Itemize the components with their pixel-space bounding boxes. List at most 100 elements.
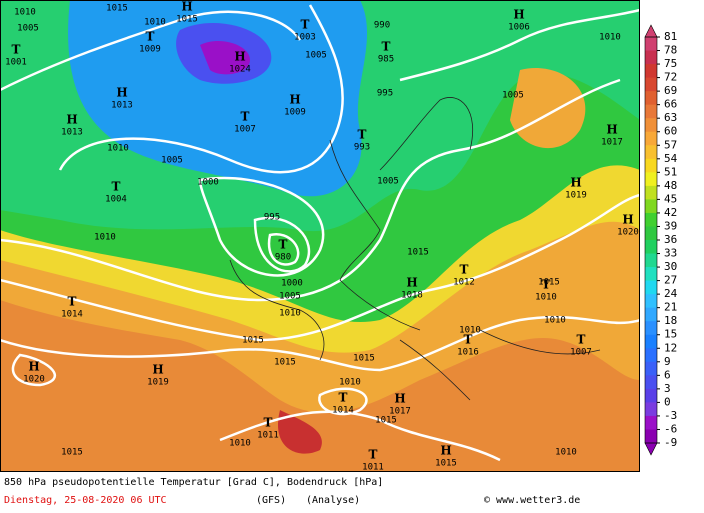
isobar-label: 1005 [161, 156, 183, 166]
colorbar-tick-label: 81 [664, 30, 677, 43]
center-type: H [181, 0, 192, 14]
center-type: H [606, 123, 617, 137]
center-type: T [241, 110, 250, 124]
colorbar-tick-label: 36 [664, 233, 677, 246]
center-pressure: 1015 [176, 15, 198, 25]
center-pressure: 1013 [61, 128, 83, 138]
colorbar-tick-label: 21 [664, 301, 677, 314]
colorbar-arrow-top [644, 24, 658, 38]
center-type: H [622, 213, 633, 227]
isobar-label: 1000 [197, 178, 219, 188]
isobar-label: 995 [264, 213, 280, 223]
isobar-label: 1015 [538, 278, 560, 288]
isobar-label: 1005 [17, 24, 39, 34]
colorbar-band [645, 212, 657, 227]
center-type: T [369, 448, 378, 462]
center-pressure: 1009 [284, 108, 306, 118]
isobar-label: 1010 [144, 18, 166, 28]
center-type: T [279, 238, 288, 252]
colorbar-band [645, 199, 657, 214]
center-pressure: 1019 [147, 378, 169, 388]
isobar-label: 990 [374, 21, 390, 31]
colorbar-tick-label: 75 [664, 57, 677, 70]
center-pressure: 993 [354, 143, 370, 153]
colorbar-band [645, 118, 657, 133]
coastlines [229, 97, 601, 401]
colorbar-tick-label: 54 [664, 152, 678, 165]
colorbar-tick-label: 45 [664, 192, 677, 205]
center-type: T [464, 333, 473, 347]
isobar-label: 1010 [107, 144, 129, 154]
isobar-label: 1010 [14, 8, 36, 18]
date: Dienstag, 25-08-2020 06 UTC [4, 495, 167, 506]
center-pressure: 1024 [229, 65, 251, 75]
colorbar-tick-label: -6 [664, 422, 677, 435]
center-type: H [66, 113, 77, 127]
isobar-label: 1000 [281, 279, 303, 289]
colorbar-band [645, 253, 657, 268]
center-type: T [339, 391, 348, 405]
center-pressure: 1017 [601, 138, 623, 148]
run: (Analyse) [306, 495, 360, 506]
center-type: T [68, 295, 77, 309]
colorbar-band [645, 50, 657, 65]
map-frame [0, 0, 640, 472]
colorbar-band [645, 334, 657, 349]
colorbar-tick-label: 48 [664, 179, 677, 192]
isobar-label: 1005 [279, 292, 301, 302]
isobar-label: 1010 [544, 316, 566, 326]
colorbar-tick-label: 24 [664, 287, 678, 300]
center-pressure: 1009 [139, 45, 161, 55]
model: (GFS) [256, 495, 286, 506]
isobars [0, 4, 640, 462]
colorbar-tick-label: 69 [664, 84, 677, 97]
center-type: T [577, 333, 586, 347]
isobar-label: 1010 [279, 309, 301, 319]
colorbar-arrow-bottom [644, 442, 658, 456]
colorbar-tick-label: 33 [664, 247, 677, 260]
center-pressure: 1016 [457, 348, 479, 358]
center-pressure: 1012 [453, 278, 475, 288]
center-type: H [440, 444, 451, 458]
center-type: H [152, 363, 163, 377]
isobar-label: 1015 [242, 336, 264, 346]
colorbar-tick-label: 30 [664, 260, 677, 273]
isobar-label: 1015 [274, 358, 296, 368]
colorbar-tick-label: -3 [664, 409, 677, 422]
center-pressure: 985 [378, 55, 394, 65]
center-pressure: 1001 [5, 58, 27, 68]
center-type: H [234, 50, 245, 64]
caption: 850 hPa pseudopotentielle Temperatur [Gr… [4, 477, 383, 488]
center-type: H [289, 93, 300, 107]
colorbar-band [645, 348, 657, 363]
center-pressure: 1014 [332, 406, 354, 416]
colorbar-band [645, 375, 657, 390]
center-type: H [406, 276, 417, 290]
colorbar-tick-label: 42 [664, 206, 677, 219]
colorbar-band [645, 307, 657, 322]
map-background [0, 0, 640, 472]
center-pressure: 1007 [570, 348, 592, 358]
center-pressure: 980 [275, 253, 291, 263]
colorbar-band [645, 37, 657, 52]
center-pressure: 1010 [535, 293, 557, 303]
colorbar-band [645, 158, 657, 173]
colorbar-tick-label: 6 [664, 368, 671, 381]
center-pressure: 1003 [294, 33, 316, 43]
credit: © www.wetter3.de [484, 495, 580, 506]
colorbar-band [645, 145, 657, 160]
colorbar-band [645, 402, 657, 417]
isobar-label: 1005 [305, 51, 327, 61]
center-type: H [513, 8, 524, 22]
isobar-label: 1010 [555, 448, 577, 458]
colorbar-tick-label: 51 [664, 165, 677, 178]
isobar-label: 1010 [599, 33, 621, 43]
isobar-label: 1015 [106, 4, 128, 14]
center-type: H [28, 360, 39, 374]
center-pressure: 1017 [389, 407, 411, 417]
center-pressure: 1020 [23, 375, 45, 385]
isobar-label: 1010 [459, 326, 481, 336]
colorbar-band [645, 388, 657, 403]
isobar-label: 1005 [377, 177, 399, 187]
